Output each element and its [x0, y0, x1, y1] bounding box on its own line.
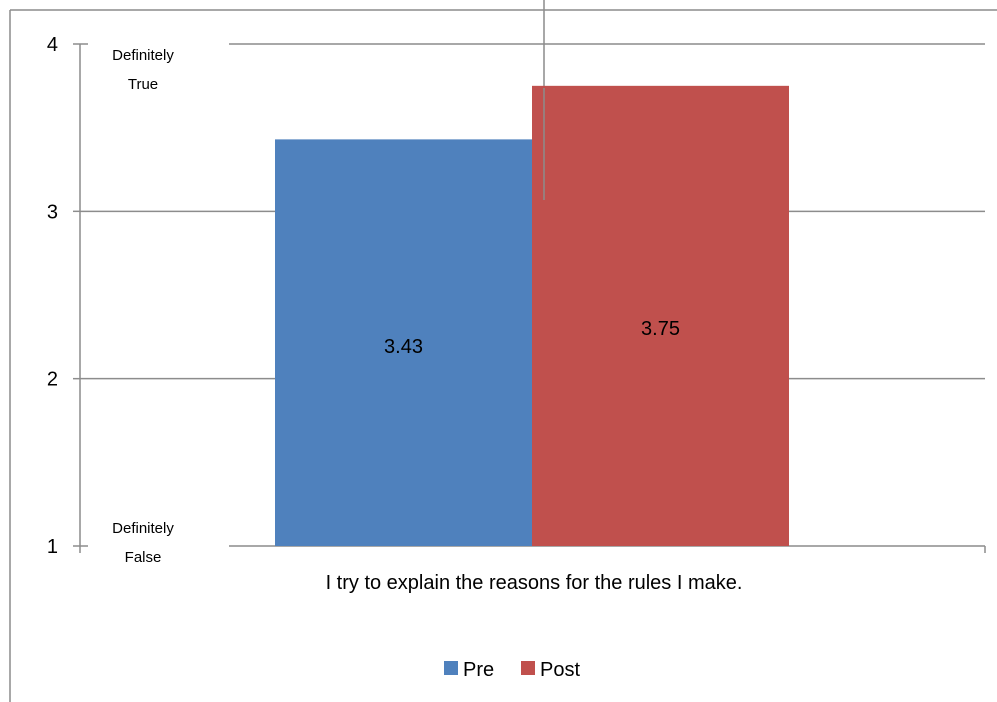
bar-pre	[275, 139, 532, 546]
scale-label-bottom-line1: Definitely	[112, 520, 174, 537]
data-labels: 3.43 3.75	[384, 88, 680, 358]
legend: Pre Post	[444, 659, 580, 681]
category-label: I try to explain the reasons for the rul…	[326, 572, 743, 594]
legend-swatch-post	[521, 661, 535, 675]
y-tick-label: 4	[47, 34, 58, 56]
legend-label-pre: Pre	[463, 659, 494, 681]
scale-label-top-line2: True	[128, 76, 158, 93]
axes: 1 2 3 4	[47, 34, 986, 558]
scale-label-top-line1: Definitely	[112, 47, 174, 64]
bar-post	[532, 85, 789, 546]
data-label-pre: 3.43	[384, 336, 423, 358]
legend-label-post: Post	[540, 659, 580, 681]
y-tick-label: 1	[47, 536, 58, 558]
y-tick-label: 2	[47, 369, 58, 391]
bars	[275, 85, 789, 546]
data-label-post: 3.75	[641, 318, 680, 340]
scale-label-bottom-line2: False	[125, 549, 162, 566]
legend-swatch-pre	[444, 661, 458, 675]
y-tick-label: 3	[47, 201, 58, 223]
